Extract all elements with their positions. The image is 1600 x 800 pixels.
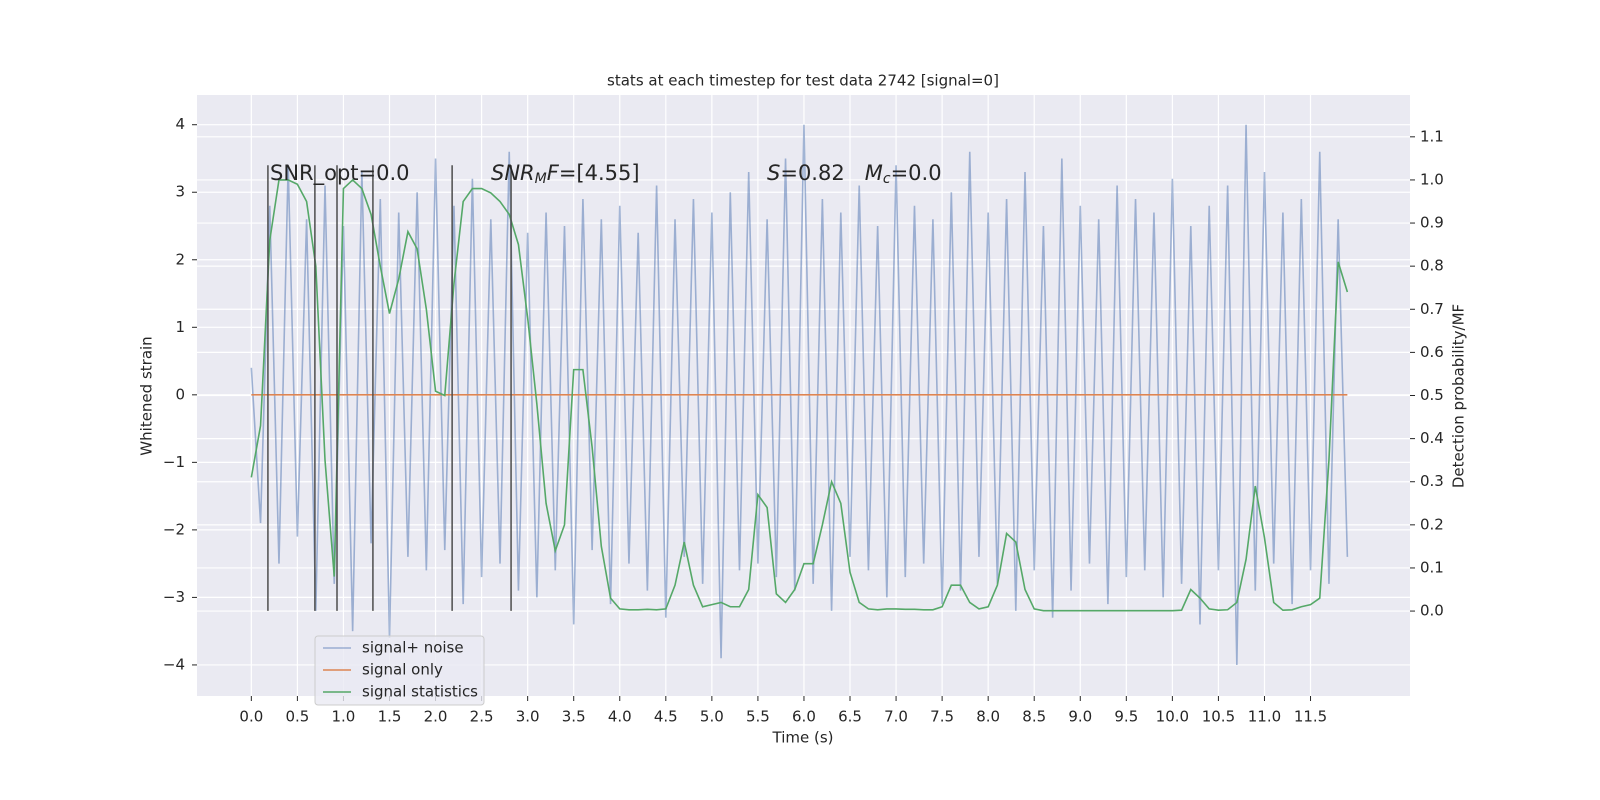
chart-title: stats at each timestep for test data 274… [607,72,999,90]
annotation-part: S [767,161,780,185]
x-tick-label: 3.5 [562,708,586,726]
x-tick-label: 7.0 [884,708,908,726]
y-tick-label: −1 [163,453,185,471]
legend-label: signal+ noise [362,639,464,657]
annotation: SNRMF=[4.55] [491,161,640,187]
y-tick-label: 1 [175,318,185,336]
x-tick-label: 11.0 [1248,708,1281,726]
x-axis-label: Time (s) [772,729,834,747]
y2-tick-label: 0.0 [1420,602,1444,620]
y-tick-label: 2 [175,250,185,268]
x-tick-label: 8.0 [976,708,1000,726]
x-tick-label: 10.0 [1156,708,1189,726]
x-tick-label: 7.5 [930,708,954,726]
legend-label: signal statistics [362,683,478,701]
annotation-part: c [883,171,891,187]
annotation: SNR_opt=0.0 [270,161,410,186]
x-tick-label: 3.0 [516,708,540,726]
x-tick-label: 5.5 [746,708,770,726]
y2-tick-label: 0.9 [1420,214,1444,232]
y-tick-label: 4 [175,115,185,133]
y2-tick-label: 0.4 [1420,429,1444,447]
y2-tick-label: 0.7 [1420,300,1444,318]
x-tick-label: 5.0 [700,708,724,726]
y2-tick-label: 1.0 [1420,170,1444,188]
x-tick-label: 9.5 [1114,708,1138,726]
y2-tick-label: 0.3 [1420,472,1444,490]
x-tick-label: 8.5 [1022,708,1046,726]
y2-tick-label: 0.8 [1420,257,1444,275]
annotation-part: M [865,161,883,185]
y2-tick-label: 0.2 [1420,515,1444,533]
y2-tick-label: 0.5 [1420,386,1444,404]
x-tick-label: 0.0 [239,708,263,726]
y2-axis-label: Detection probability/MF [1450,304,1468,488]
legend-label: signal only [362,661,443,679]
x-tick-label: 6.0 [792,708,816,726]
y-tick-label: −2 [163,520,185,538]
annotation-part: SNR_opt=0.0 [270,161,410,186]
y-tick-label: 0 [175,385,185,403]
x-tick-label: 2.0 [424,708,448,726]
y2-tick-label: 0.6 [1420,343,1444,361]
x-tick-label: 10.5 [1202,708,1235,726]
y-axis-label: Whitened strain [138,336,156,455]
data-line [250,124,1349,665]
x-tick-label: 11.5 [1294,708,1327,726]
x-tick-label: 4.0 [608,708,632,726]
y-tick-label: −4 [163,655,185,673]
annotation-part: =0.0 [891,161,942,185]
annotation: S=0.82 Mc=0.0 [767,161,942,187]
x-tick-label: 0.5 [285,708,309,726]
annotation-part: =[4.55] [559,161,640,185]
legend-box [314,635,485,706]
annotation-part: M [535,171,547,187]
y2-tick-label: 0.1 [1420,558,1444,576]
y2-tick-label: 1.1 [1420,127,1444,145]
x-tick-label: 9.0 [1068,708,1092,726]
data-line [250,178,1349,612]
y-tick-label: 3 [175,183,185,201]
x-tick-label: 6.5 [838,708,862,726]
annotation-part: =0.82 [780,161,864,185]
x-tick-label: 4.5 [654,708,678,726]
annotation-part: F [547,161,560,185]
x-tick-label: 1.0 [332,708,356,726]
x-tick-label: 2.5 [470,708,494,726]
y-tick-label: −3 [163,588,185,606]
annotation-part: SNR [491,161,535,185]
x-tick-label: 1.5 [378,708,402,726]
